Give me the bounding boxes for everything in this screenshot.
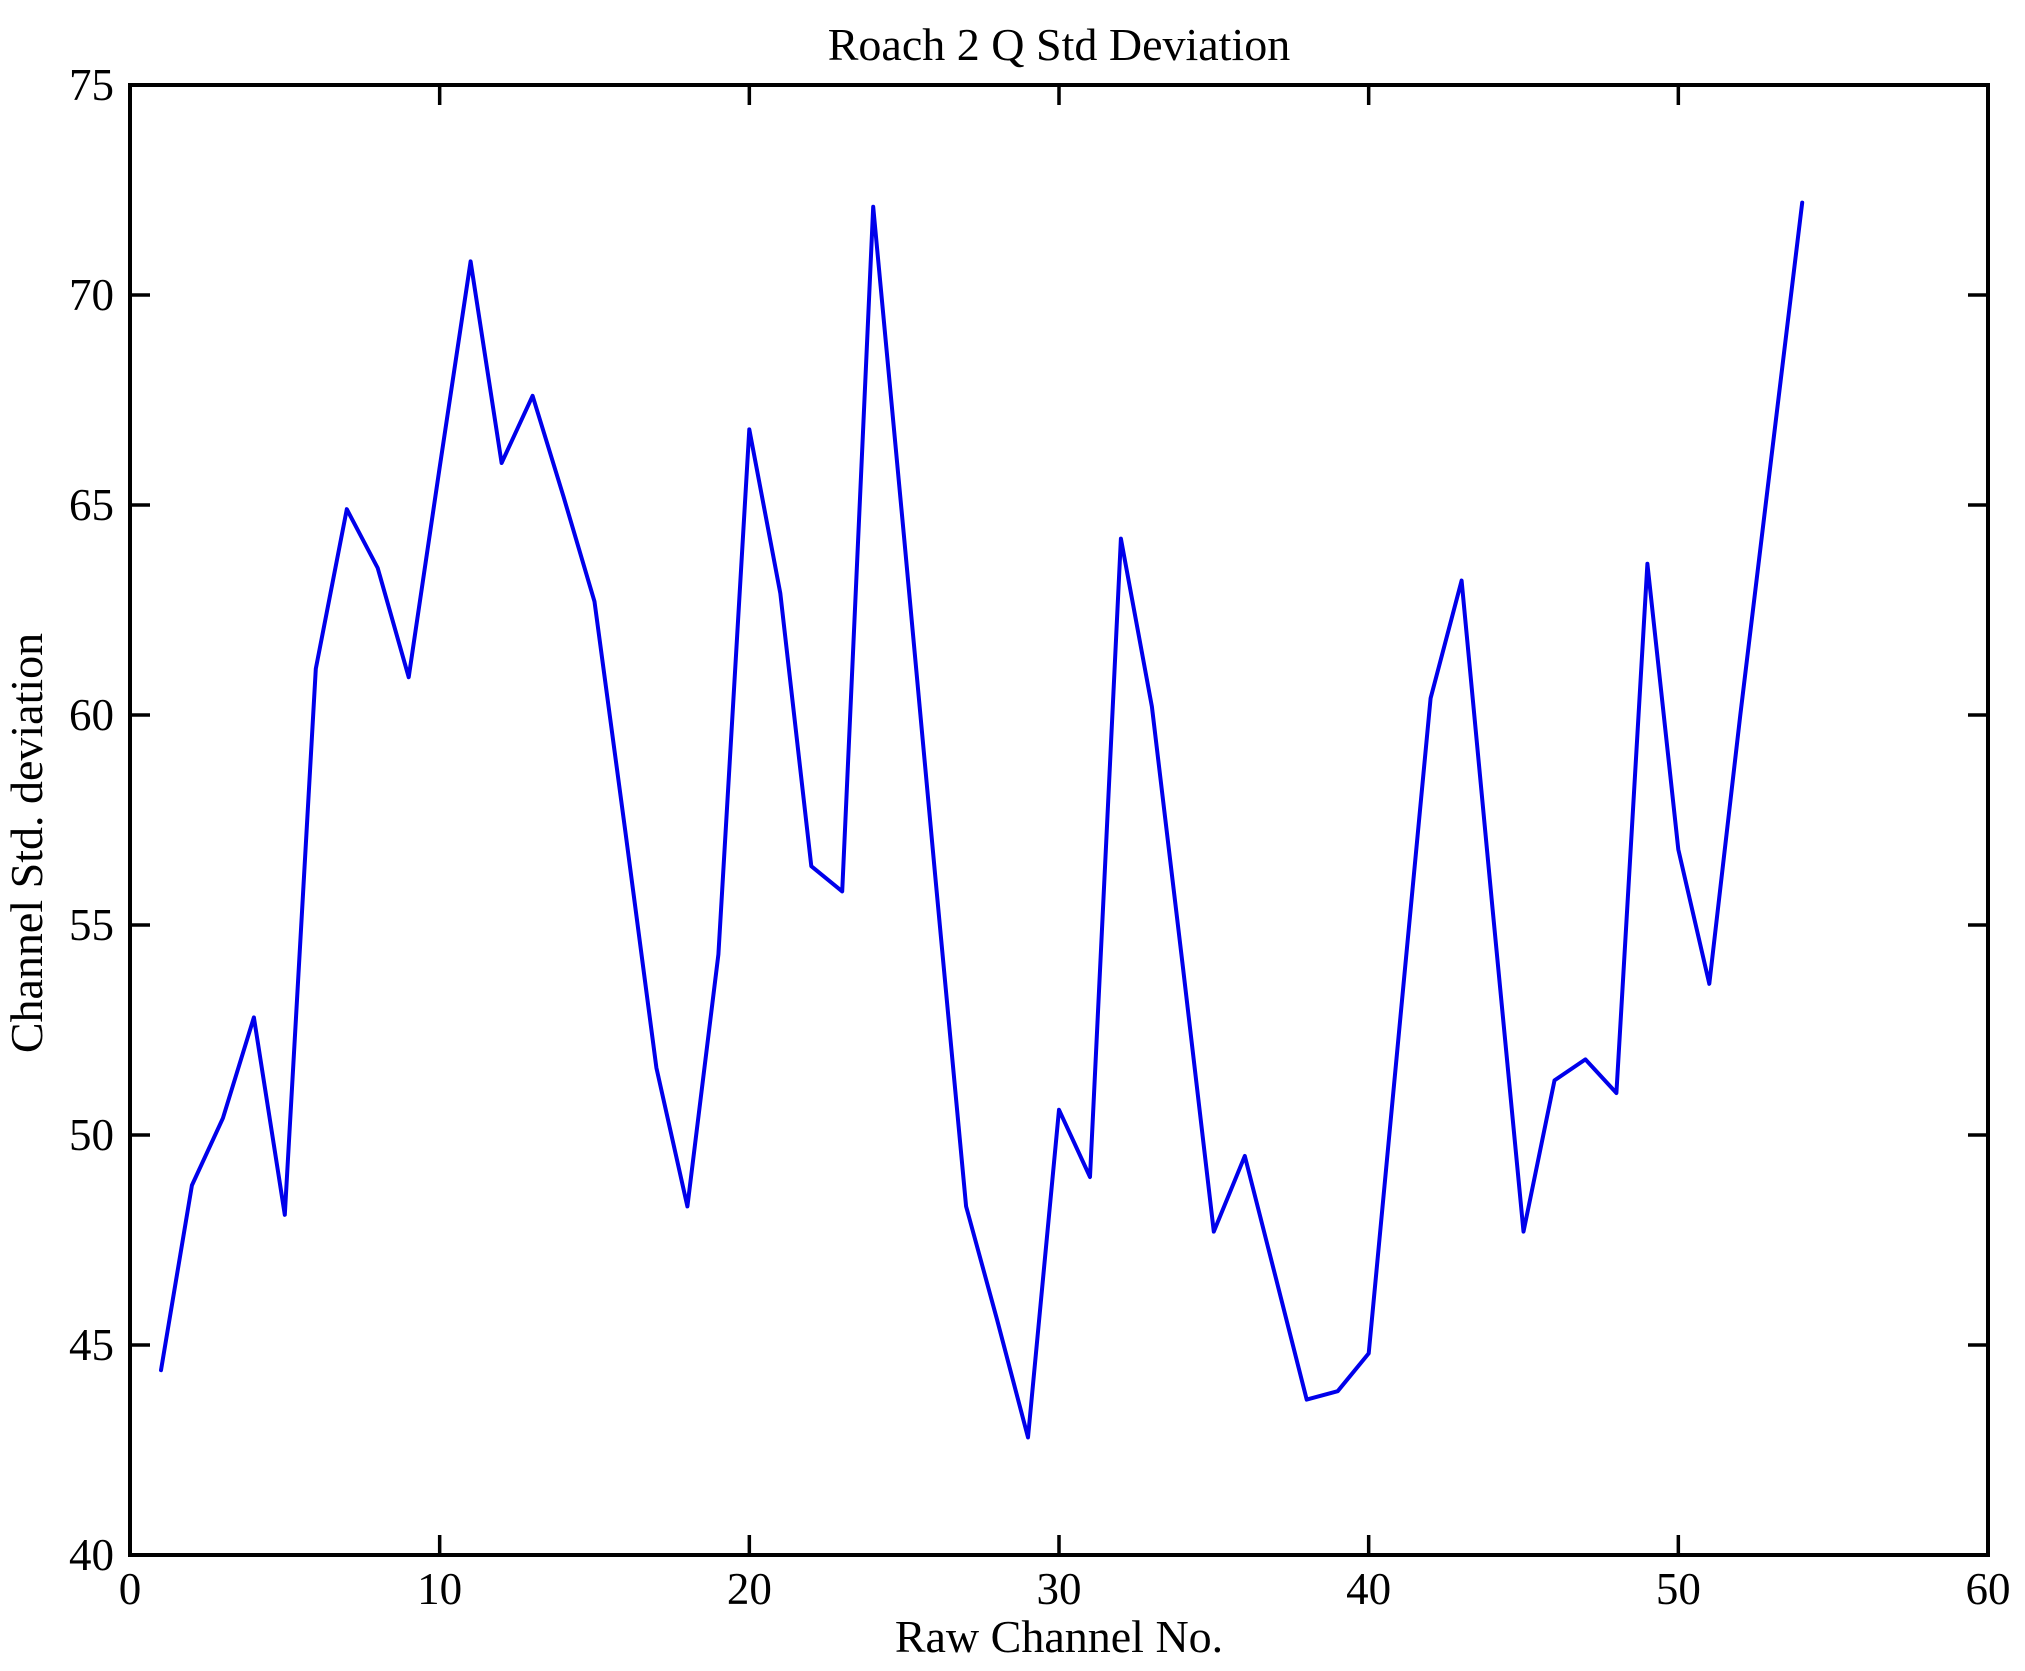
chart-title: Roach 2 Q Std Deviation: [828, 19, 1291, 70]
y-axis-label: Channel Std. deviation: [1, 633, 52, 1053]
axis-ticks: [130, 85, 1988, 1555]
x-tick-labels: 0 10 20 30 40 50 60: [119, 1564, 2011, 1614]
x-tick-label: 10: [417, 1564, 462, 1614]
y-tick-label: 40: [69, 1530, 114, 1580]
y-tick-label: 45: [69, 1320, 114, 1370]
data-line: [159, 200, 1805, 1440]
y-tick-labels: 40 45 50 55 60 65 70 75: [69, 60, 114, 1580]
y-tick-label: 50: [69, 1110, 114, 1160]
y-tick-label: 65: [69, 480, 114, 530]
plot-frame: [128, 83, 1990, 1557]
x-tick-label: 30: [1037, 1564, 1082, 1614]
x-axis-label: Raw Channel No.: [895, 1611, 1223, 1662]
y-tick-label: 70: [69, 270, 114, 320]
x-tick-label: 20: [727, 1564, 772, 1614]
y-tick-label: 75: [69, 60, 114, 110]
y-tick-label: 60: [69, 690, 114, 740]
x-tick-label: 60: [1966, 1564, 2011, 1614]
x-tick-label: 0: [119, 1564, 142, 1614]
y-tick-label: 55: [69, 900, 114, 950]
x-tick-label: 50: [1656, 1564, 1701, 1614]
plot-box: [128, 83, 1990, 1557]
x-tick-label: 40: [1346, 1564, 1391, 1614]
